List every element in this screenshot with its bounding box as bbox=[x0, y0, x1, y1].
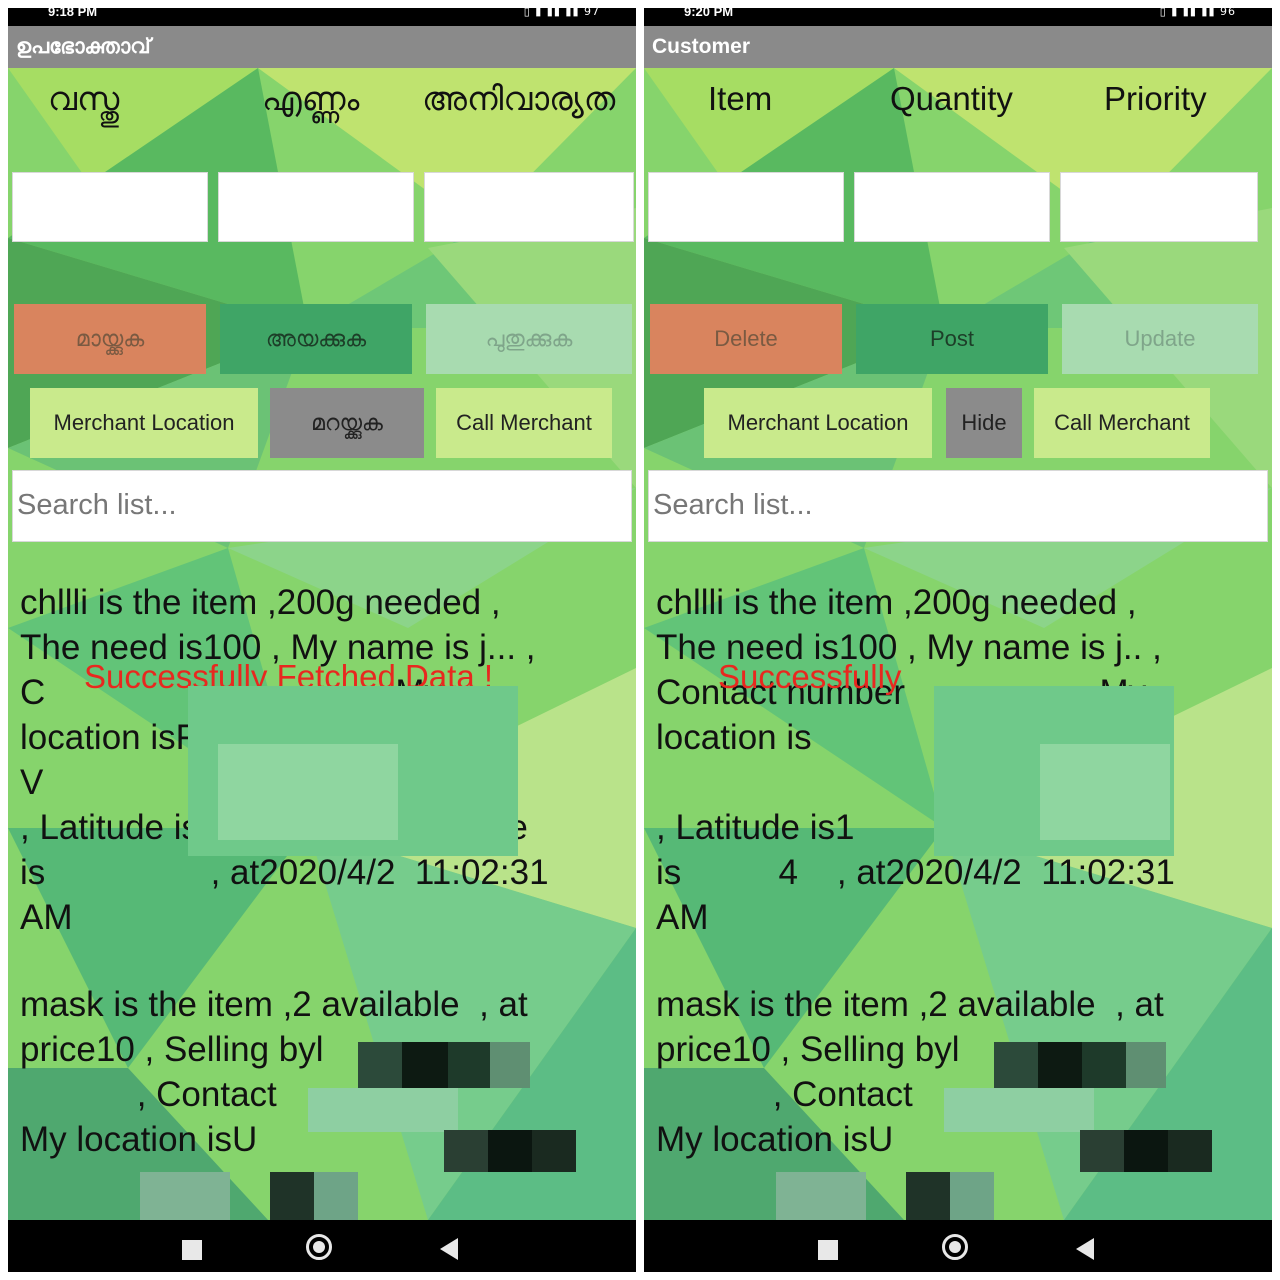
navigation-bar bbox=[8, 1220, 636, 1272]
phone-screen-english: 9:20 PM ▯ ▮ ▮▮ ▮▮ 96 Customer Item Quant… bbox=[644, 8, 1272, 1272]
column-header-item: Item bbox=[708, 80, 773, 117]
merchant-location-button[interactable]: Merchant Location bbox=[704, 388, 932, 458]
app-title-bar: ഉപഭോക്താവ് bbox=[8, 26, 636, 68]
priority-input[interactable] bbox=[1060, 172, 1258, 242]
redaction-block bbox=[906, 1172, 950, 1220]
quantity-input[interactable] bbox=[218, 172, 414, 242]
status-bar: 9:20 PM ▯ ▮ ▮▮ ▮▮ 96 bbox=[644, 8, 1272, 26]
call-merchant-button[interactable]: Call Merchant bbox=[436, 388, 612, 458]
redaction-block bbox=[1040, 744, 1170, 840]
redaction-block bbox=[994, 1042, 1038, 1088]
signal-battery-icon: ▯ ▮ ▮▮ ▮▮ 96 bbox=[1159, 8, 1236, 18]
item-input[interactable] bbox=[648, 172, 844, 242]
redaction-block bbox=[1082, 1042, 1126, 1088]
back-icon[interactable] bbox=[1076, 1238, 1094, 1260]
redaction-block bbox=[944, 1088, 1094, 1132]
redaction-block bbox=[448, 1042, 490, 1088]
priority-input[interactable] bbox=[424, 172, 634, 242]
hide-button[interactable]: Hide bbox=[946, 388, 1022, 458]
redaction-block bbox=[1126, 1042, 1166, 1088]
redaction-block bbox=[490, 1042, 530, 1088]
redaction-block bbox=[314, 1172, 358, 1220]
update-button[interactable]: Update bbox=[1062, 304, 1258, 374]
toast-message: Successfully bbox=[718, 658, 902, 695]
status-bar: 9:18 PM ▯ ▮ ▮▮ ▮▮ 97 bbox=[8, 8, 636, 26]
status-time: 9:18 PM bbox=[48, 8, 98, 19]
redaction-block bbox=[140, 1172, 230, 1220]
signal-battery-icon: ▯ ▮ ▮▮ ▮▮ 97 bbox=[523, 8, 600, 18]
delete-button[interactable]: Delete bbox=[650, 304, 842, 374]
home-icon[interactable] bbox=[306, 1234, 332, 1260]
list-item[interactable]: mask is the item ,2 available , at price… bbox=[20, 985, 528, 1159]
post-button[interactable]: Post bbox=[856, 304, 1048, 374]
column-header-item: വസ്തു bbox=[48, 80, 120, 117]
search-placeholder: Search list... bbox=[653, 489, 813, 521]
item-input[interactable] bbox=[12, 172, 208, 242]
recents-icon[interactable] bbox=[182, 1240, 202, 1260]
update-button[interactable]: പുതുക്കുക bbox=[426, 304, 632, 374]
redaction-block bbox=[218, 744, 398, 840]
search-input[interactable]: Search list... bbox=[12, 470, 632, 542]
redaction-block bbox=[532, 1130, 576, 1172]
call-merchant-button[interactable]: Call Merchant bbox=[1034, 388, 1210, 458]
phone-screen-malayalam: 9:18 PM ▯ ▮ ▮▮ ▮▮ 97 ഉപഭോക്താവ് വസ്തു എണ… bbox=[8, 8, 636, 1272]
redaction-block bbox=[1038, 1042, 1082, 1088]
main-content: വസ്തു എണ്ണം അനിവാര്യത മായ്ക്കുക അയക്കുക … bbox=[8, 68, 636, 1220]
column-header-quantity: എണ്ണം bbox=[262, 80, 360, 117]
app-title: Customer bbox=[652, 35, 751, 58]
redaction-block bbox=[1080, 1130, 1124, 1172]
redaction-block bbox=[488, 1130, 532, 1172]
main-content: Item Quantity Priority Delete Post Updat… bbox=[644, 68, 1272, 1220]
post-button[interactable]: അയക്കുക bbox=[220, 304, 412, 374]
search-input[interactable]: Search list... bbox=[648, 470, 1268, 542]
recents-icon[interactable] bbox=[818, 1240, 838, 1260]
redaction-block bbox=[776, 1172, 866, 1220]
redaction-block bbox=[950, 1172, 994, 1220]
app-title-bar: Customer bbox=[644, 26, 1272, 68]
back-icon[interactable] bbox=[440, 1238, 458, 1260]
hide-button[interactable]: മറയ്ക്കുക bbox=[270, 388, 424, 458]
redaction-block bbox=[308, 1088, 458, 1132]
merchant-location-button[interactable]: Merchant Location bbox=[30, 388, 258, 458]
delete-button[interactable]: മായ്ക്കുക bbox=[14, 304, 206, 374]
redaction-block bbox=[1124, 1130, 1168, 1172]
quantity-input[interactable] bbox=[854, 172, 1050, 242]
redaction-block bbox=[1168, 1130, 1212, 1172]
redaction-block bbox=[444, 1130, 488, 1172]
redaction-block bbox=[270, 1172, 314, 1220]
navigation-bar bbox=[644, 1220, 1272, 1272]
status-time: 9:20 PM bbox=[684, 8, 734, 19]
column-header-priority: Priority bbox=[1104, 80, 1207, 117]
list-item[interactable]: mask is the item ,2 available , at price… bbox=[656, 985, 1164, 1159]
search-placeholder: Search list... bbox=[17, 489, 177, 521]
redaction-block bbox=[402, 1042, 448, 1088]
column-header-quantity: Quantity bbox=[890, 80, 1013, 117]
app-title: ഉപഭോക്താവ് bbox=[16, 35, 151, 58]
home-icon[interactable] bbox=[942, 1234, 968, 1260]
column-header-priority: അനിവാര്യത bbox=[422, 80, 616, 117]
background-pattern bbox=[644, 68, 1272, 1220]
